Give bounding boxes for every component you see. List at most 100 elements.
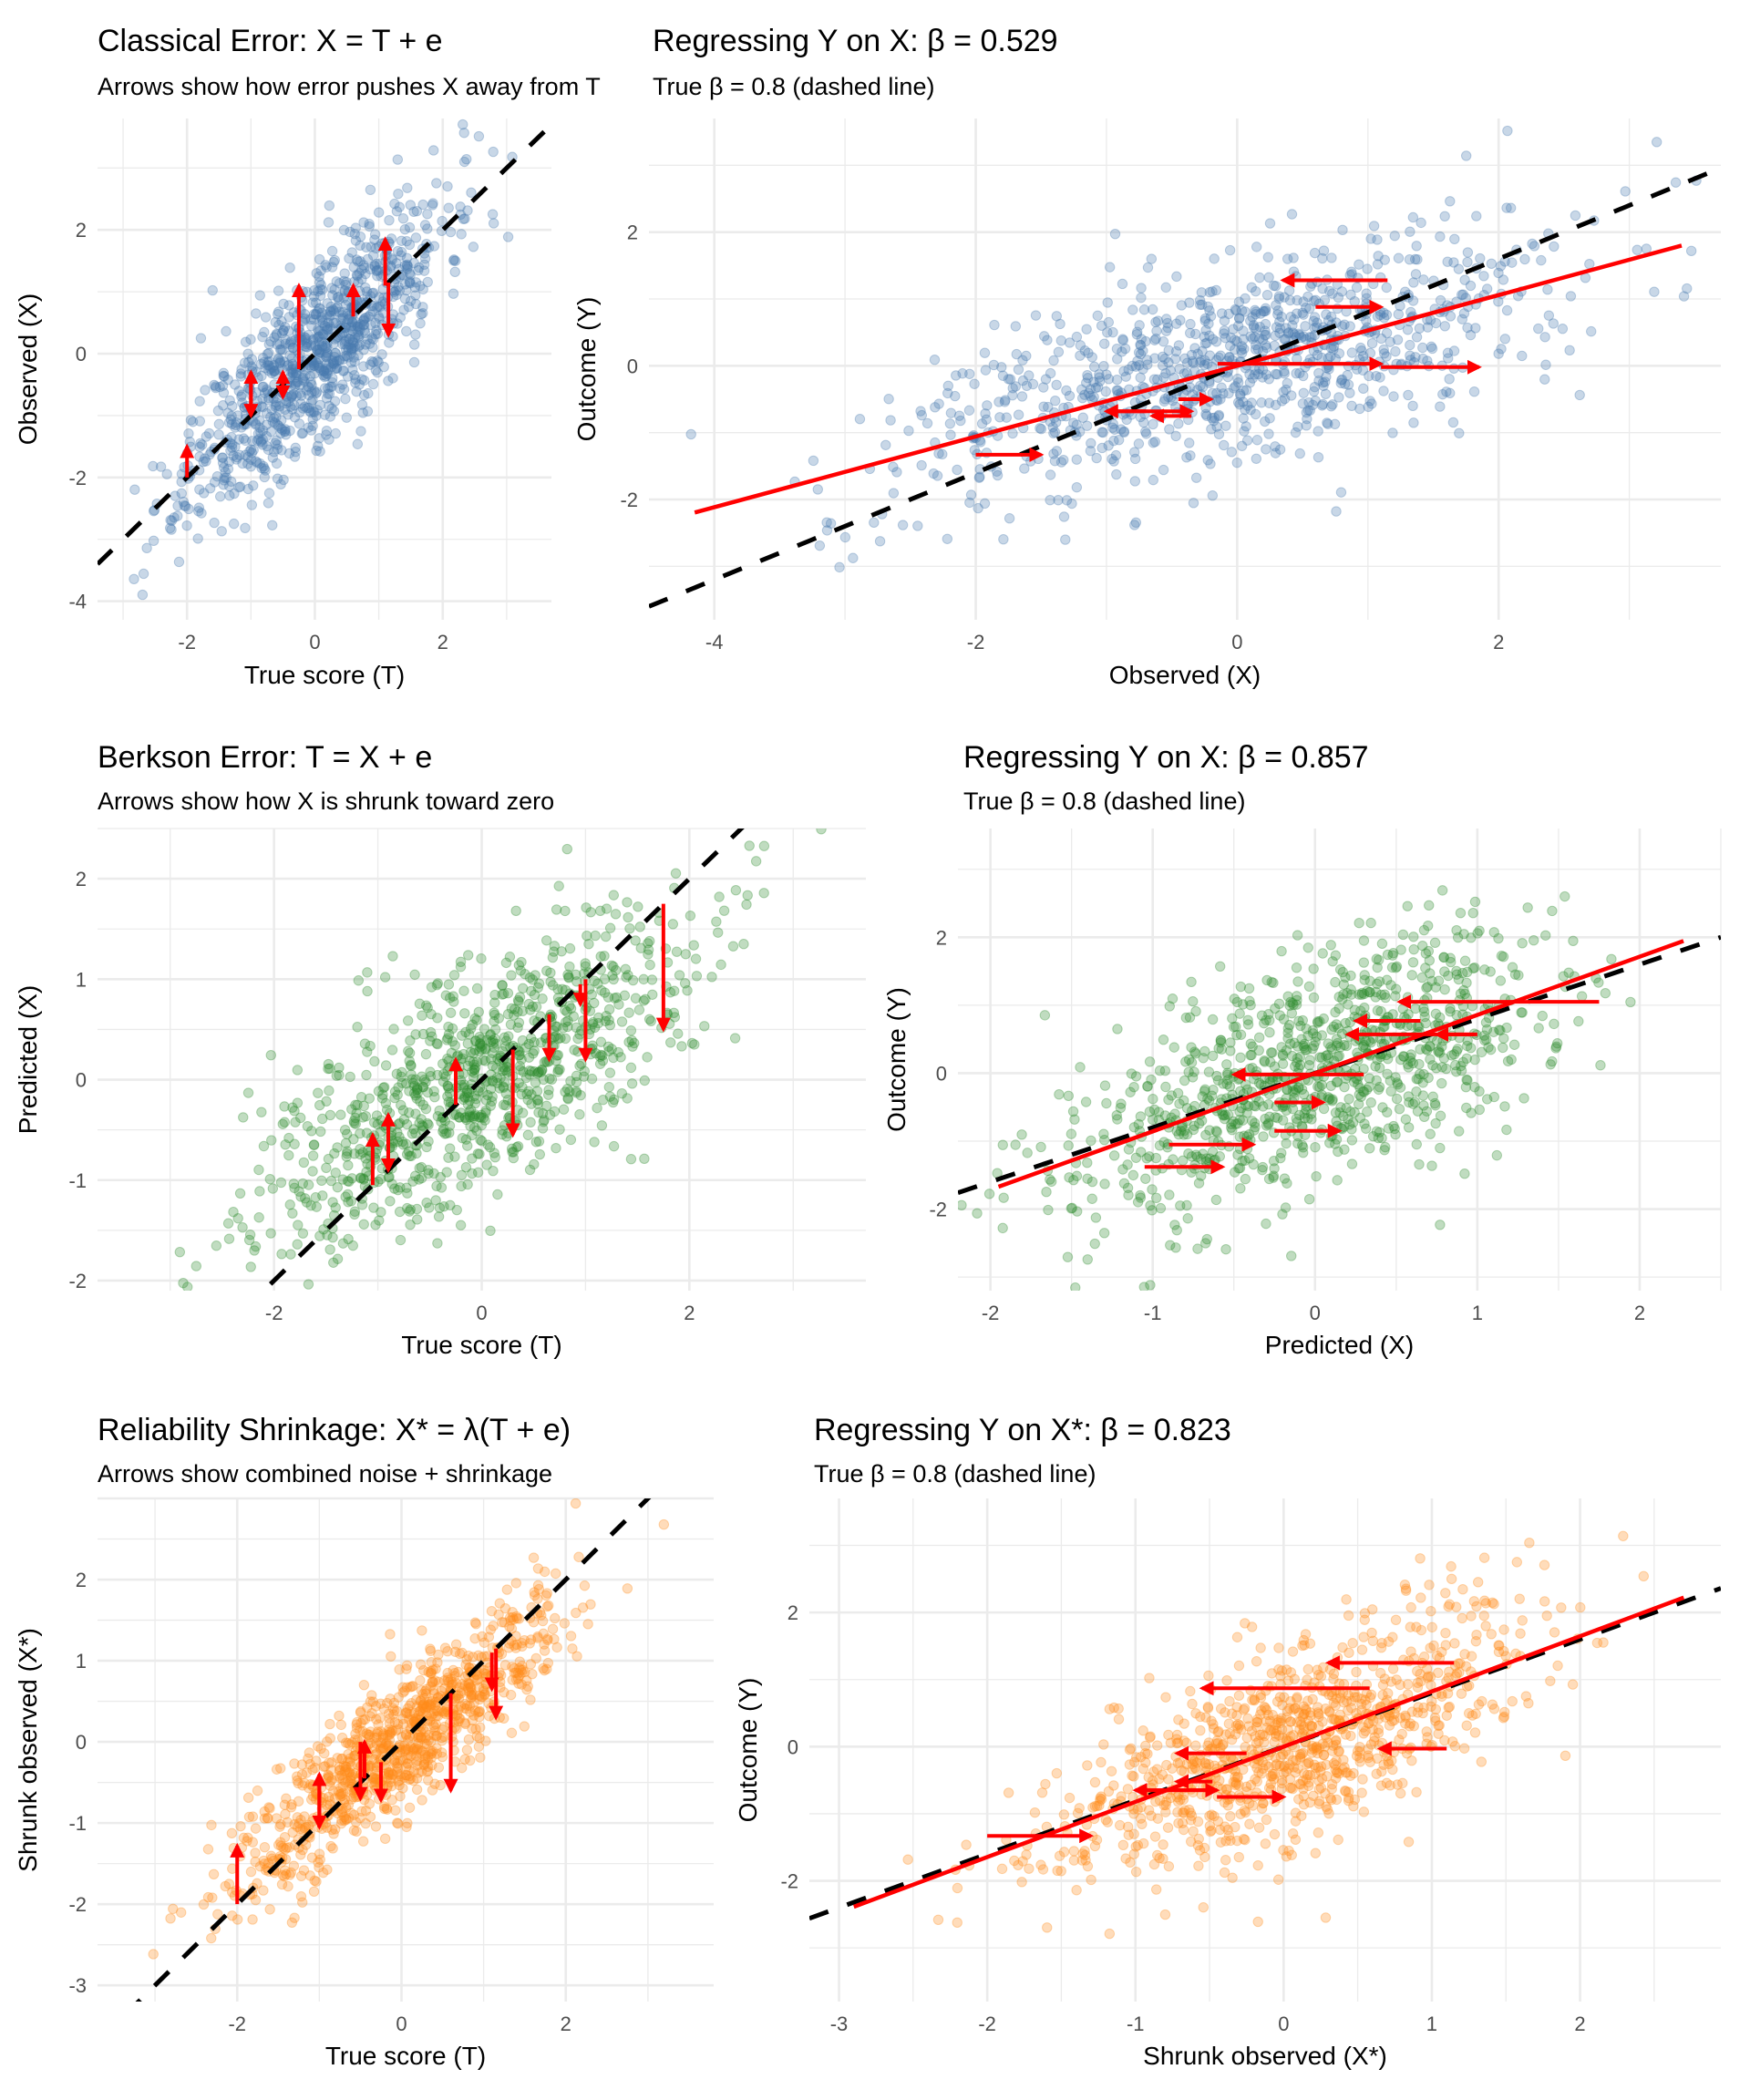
data-point	[1595, 1060, 1606, 1071]
data-point	[669, 1012, 681, 1023]
data-point	[1142, 1081, 1153, 1092]
data-point	[396, 1066, 407, 1078]
data-point	[988, 359, 1000, 371]
data-point	[611, 992, 623, 1004]
fitted-regression-line	[694, 243, 1683, 515]
data-point	[265, 1049, 276, 1061]
data-point	[322, 346, 333, 358]
data-point	[669, 985, 680, 996]
data-point	[370, 317, 381, 329]
data-point	[290, 442, 301, 454]
data-point	[1330, 1006, 1341, 1018]
data-point	[1186, 976, 1197, 988]
data-point	[1240, 306, 1251, 317]
data-point	[341, 1128, 353, 1140]
data-point	[1312, 317, 1323, 328]
data-point	[1179, 353, 1190, 364]
data-point	[1471, 211, 1482, 221]
data-point	[349, 332, 361, 343]
data-point	[223, 456, 235, 468]
data-point	[1112, 354, 1123, 365]
data-point	[531, 1068, 543, 1079]
data-point	[1294, 330, 1305, 341]
data-point	[1308, 992, 1320, 1004]
data-point	[1117, 334, 1128, 345]
data-point	[373, 264, 384, 276]
data-point	[324, 411, 336, 422]
data-point	[610, 909, 622, 920]
data-point	[257, 353, 269, 364]
data-point	[1103, 316, 1115, 328]
data-point	[551, 1642, 562, 1653]
data-point	[1199, 355, 1210, 366]
data-point	[1301, 303, 1312, 314]
data-point	[1299, 1108, 1310, 1119]
data-point	[412, 1087, 424, 1098]
data-point	[1468, 386, 1480, 397]
data-point	[339, 338, 350, 350]
data-point	[524, 972, 536, 983]
data-point	[328, 256, 339, 268]
data-point	[1685, 245, 1697, 257]
data-point	[1226, 447, 1237, 458]
data-point	[1548, 318, 1559, 329]
data-point	[320, 363, 332, 375]
data-point	[405, 269, 416, 281]
data-point	[1263, 397, 1275, 408]
data-point	[289, 1138, 300, 1149]
data-point	[244, 446, 255, 457]
data-point	[1407, 1098, 1419, 1109]
data-point	[371, 302, 383, 313]
data-point	[1438, 952, 1449, 962]
data-point	[239, 402, 250, 413]
data-point	[1328, 1021, 1339, 1033]
data-point	[1498, 274, 1509, 285]
data-point	[1207, 1014, 1219, 1025]
data-point	[343, 1159, 354, 1171]
data-point	[1498, 1033, 1509, 1044]
data-point	[1195, 356, 1206, 368]
data-point	[265, 1228, 276, 1239]
data-point	[293, 1186, 304, 1197]
data-point	[270, 368, 282, 380]
data-point	[467, 1065, 478, 1077]
data-point	[308, 285, 320, 296]
data-point	[187, 417, 199, 427]
data-point	[1268, 280, 1280, 292]
data-point	[448, 288, 459, 299]
data-point	[232, 451, 242, 463]
data-point	[353, 350, 364, 361]
data-point	[1457, 314, 1468, 324]
data-point	[246, 499, 258, 510]
data-point	[314, 315, 325, 326]
data-point	[1336, 374, 1348, 386]
data-point	[523, 1052, 535, 1063]
data-point	[999, 396, 1011, 407]
data-point	[223, 480, 235, 492]
data-point	[1394, 1103, 1405, 1115]
data-point	[921, 417, 933, 429]
data-point	[218, 387, 230, 398]
data-point	[1086, 438, 1096, 449]
data-point	[1045, 469, 1056, 480]
data-point	[311, 309, 322, 320]
data-point	[1372, 1005, 1384, 1016]
data-point	[1246, 397, 1257, 408]
data-point	[447, 1023, 458, 1035]
data-point	[436, 1116, 447, 1127]
data-point	[1537, 1010, 1548, 1022]
data-point	[360, 282, 371, 293]
data-point	[283, 409, 293, 420]
data-point	[462, 1179, 473, 1190]
data-point	[1066, 498, 1077, 510]
data-point	[1568, 935, 1579, 947]
data-point	[1493, 267, 1504, 279]
data-point	[238, 1112, 249, 1123]
data-point	[1304, 1055, 1315, 1065]
data-point	[942, 380, 954, 392]
data-point	[1307, 399, 1319, 411]
data-point	[932, 470, 943, 481]
data-point	[1189, 328, 1201, 340]
data-point	[1265, 1056, 1276, 1068]
